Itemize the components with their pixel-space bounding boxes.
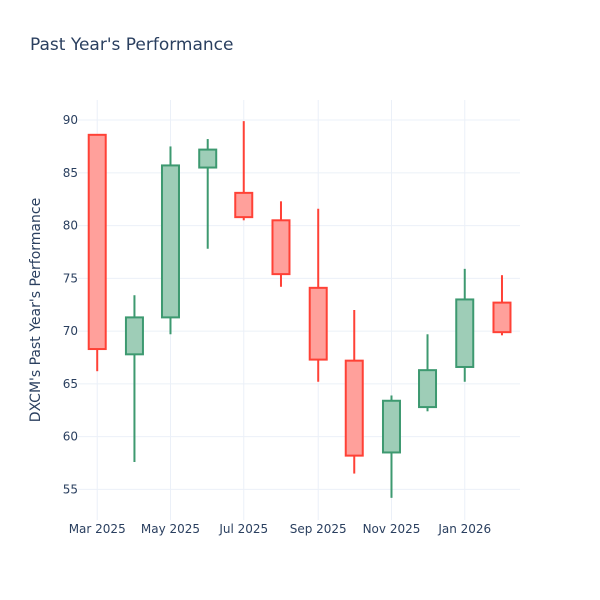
candle-body xyxy=(124,316,144,356)
candle xyxy=(492,275,512,336)
candles xyxy=(87,121,512,498)
y-tick-label: 55 xyxy=(63,482,78,496)
candle xyxy=(455,268,475,382)
x-axis-ticks: Mar 2025 May 2025 Jul 2025 Sep 2025 Nov 2025… xyxy=(69,522,491,536)
y-tick-label: 80 xyxy=(63,219,78,233)
candle-body xyxy=(381,399,401,454)
x-tick-label: Sep 2025 xyxy=(290,522,347,536)
chart-title: Past Year's Performance xyxy=(30,35,234,55)
candle-body xyxy=(455,298,475,368)
candle xyxy=(234,121,254,221)
candle xyxy=(418,334,438,412)
x-tick-label: Jul 2025 xyxy=(218,522,268,536)
candle xyxy=(344,310,364,474)
candle-body xyxy=(271,219,291,276)
candle xyxy=(381,395,401,498)
candle-body xyxy=(160,164,180,319)
y-axis-ticks: 55 60 65 70 75 80 85 90 xyxy=(63,113,78,496)
y-tick-label: 65 xyxy=(63,377,78,391)
candle xyxy=(87,133,107,372)
y-tick-label: 85 xyxy=(63,166,78,180)
x-tick-label: Mar 2025 xyxy=(69,522,126,536)
candle-body xyxy=(198,148,218,169)
candle xyxy=(271,201,291,287)
candle xyxy=(124,295,144,462)
candle-body xyxy=(234,191,254,219)
y-tick-label: 75 xyxy=(63,271,78,285)
y-tick-label: 60 xyxy=(63,430,78,444)
candle-body xyxy=(308,286,328,361)
x-tick-label: Nov 2025 xyxy=(363,522,421,536)
candle-body xyxy=(492,301,512,334)
candle xyxy=(198,139,218,249)
x-tick-label: Jan 2026 xyxy=(437,522,491,536)
candle xyxy=(308,208,328,382)
candle-body xyxy=(344,359,364,457)
y-tick-label: 90 xyxy=(63,113,78,127)
candle xyxy=(160,146,180,335)
candle-body xyxy=(87,133,107,351)
y-tick-label: 70 xyxy=(63,324,78,338)
candle-body xyxy=(418,369,438,409)
x-tick-label: May 2025 xyxy=(141,522,200,536)
y-axis-label: DXCM's Past Year's Performance xyxy=(28,198,44,422)
